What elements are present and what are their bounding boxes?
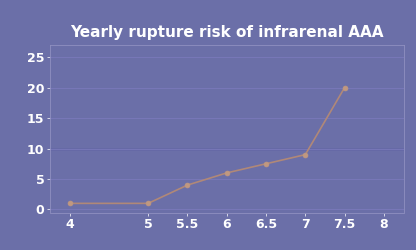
Title: Yearly rupture risk of infrarenal AAA: Yearly rupture risk of infrarenal AAA <box>70 25 384 40</box>
